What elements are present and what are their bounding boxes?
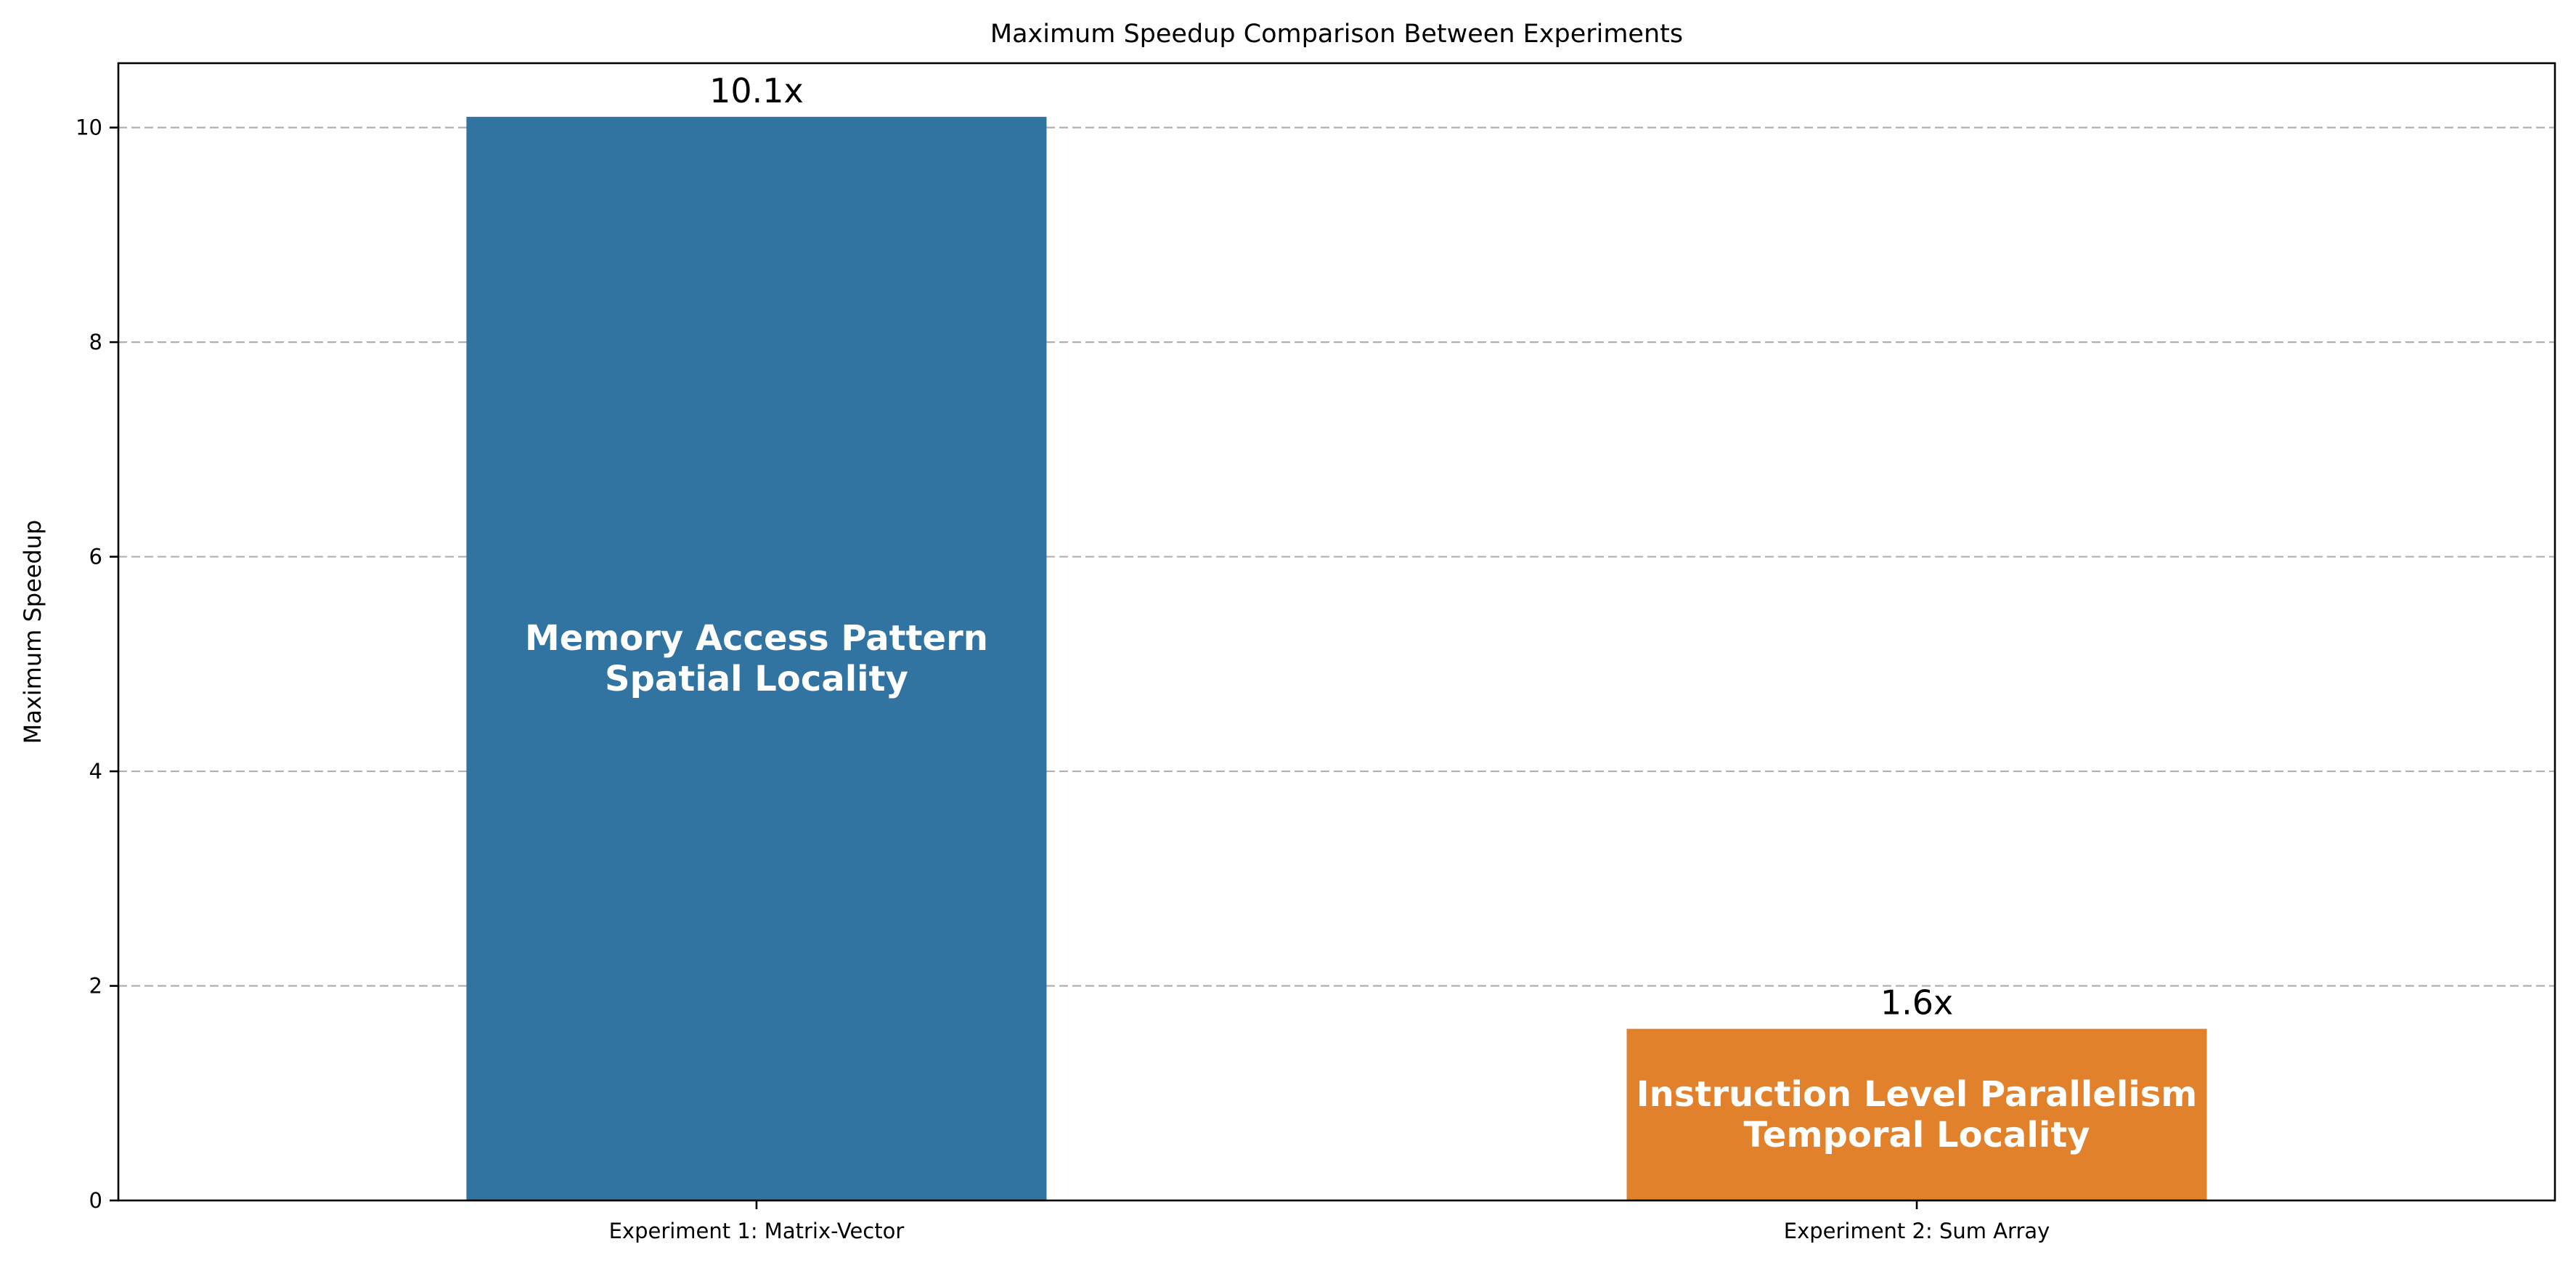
y-tick-label: 2 <box>89 974 102 999</box>
x-tick-label: Experiment 1: Matrix-Vector <box>609 1219 905 1243</box>
plot-frame <box>117 62 2556 1202</box>
y-tick-label: 0 <box>89 1188 102 1213</box>
x-tick-label: Experiment 2: Sum Array <box>1784 1219 2050 1243</box>
bars <box>466 116 2207 1200</box>
bar <box>466 116 1047 1200</box>
bar-annotation-line: Temporal Locality <box>1744 1115 2090 1155</box>
x-axis-ticks: Experiment 1: Matrix-Vector Experiment 2:… <box>609 1200 2050 1243</box>
y-tick-label: 4 <box>89 759 102 784</box>
y-axis-ticks: 0 2 4 6 8 10 <box>76 115 118 1213</box>
bar-value-label: 1.6x <box>1880 983 1953 1023</box>
y-tick-label: 10 <box>76 115 102 140</box>
y-tick-label: 6 <box>89 545 102 569</box>
bar-annotation-line: Memory Access Pattern <box>525 618 988 659</box>
bar-annotation-line: Instruction Level Parallelism <box>1637 1074 2198 1115</box>
bar-value-label: 10.1x <box>709 71 804 110</box>
y-axis-title: Maximum Speedup <box>19 520 46 744</box>
bar <box>1626 1028 2207 1200</box>
y-tick-label: 8 <box>89 330 102 354</box>
bar-annotation-line: Spatial Locality <box>605 659 908 699</box>
chart-title: Maximum Speedup Comparison Between Exper… <box>990 20 1683 49</box>
